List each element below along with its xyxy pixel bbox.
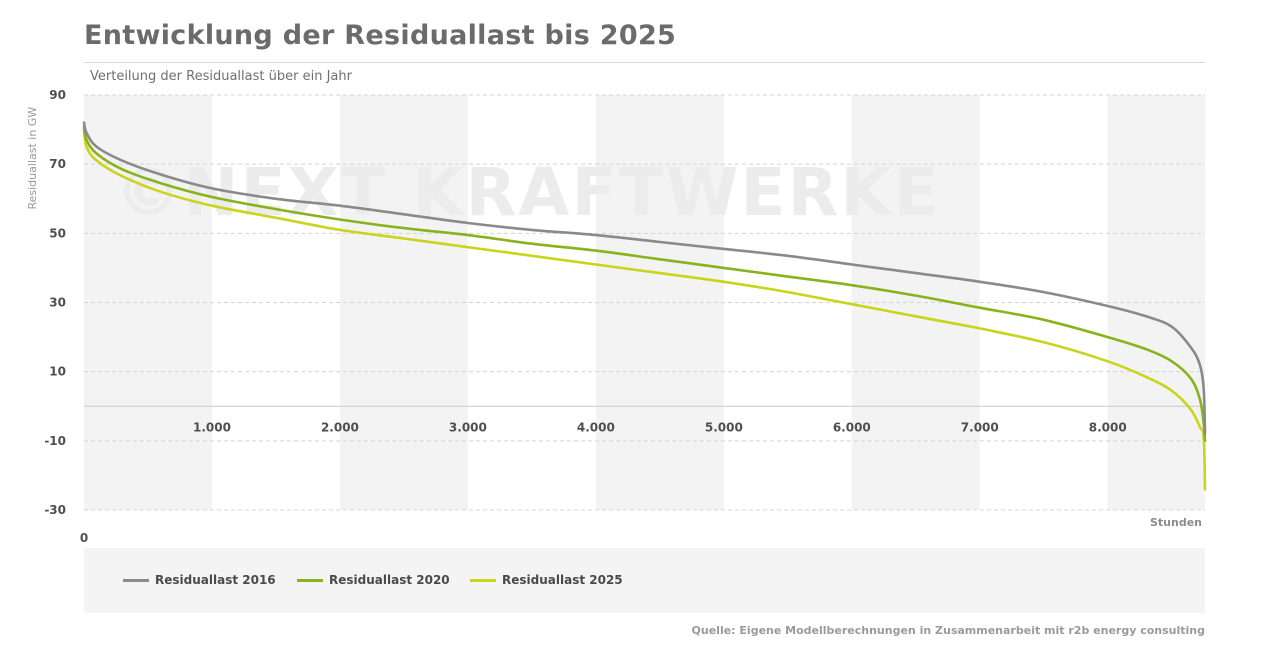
x-tick-label: 8.000 [1089,420,1127,434]
title-divider [84,62,1205,63]
series-line-1 [82,121,1207,436]
legend-swatch [470,578,496,582]
legend-item: Residuallast 2020 [297,573,450,587]
y-axis-label: Residuallast in GW [26,107,39,210]
chart-subtitle: Verteilung der Residuallast über ein Jah… [90,69,352,84]
x-tick-label: 5.000 [705,420,743,434]
y-tick-label: 30 [49,296,66,310]
legend-label: Residuallast 2020 [329,573,450,587]
series-line-2 [82,124,1207,443]
legend-item: Residuallast 2025 [470,573,623,587]
watermark-text: ©NEXT KRAFTWERKE [115,154,940,231]
x-axis-label: Stunden [1150,516,1202,529]
y-tick-label: 70 [49,157,66,171]
x-zero-label: 0 [80,531,88,545]
y-tick-label: -10 [44,434,66,448]
legend-swatch [297,578,323,582]
plot-band [339,95,468,510]
source-note: Quelle: Eigene Modellberechnungen in Zus… [691,624,1205,637]
legend-swatch [123,578,149,582]
x-tick-label: 3.000 [449,420,487,434]
legend-label: Residuallast 2025 [502,573,623,587]
legend-item: Residuallast 2016 [123,573,276,587]
legend [84,548,1205,613]
x-tick-label: 4.000 [577,420,615,434]
chart-title: Entwicklung der Residuallast bis 2025 [84,20,677,51]
x-tick-label: 6.000 [833,420,871,434]
y-tick-label: 50 [49,226,66,240]
x-tick-label: 1.000 [193,420,231,434]
y-tick-label: 10 [49,365,66,379]
y-tick-label: -30 [44,503,66,517]
legend-label: Residuallast 2016 [155,573,276,587]
series-line-3 [82,128,1207,491]
y-tick-label: 90 [49,88,66,102]
x-tick-label: 7.000 [961,420,999,434]
x-tick-label: 2.000 [321,420,359,434]
